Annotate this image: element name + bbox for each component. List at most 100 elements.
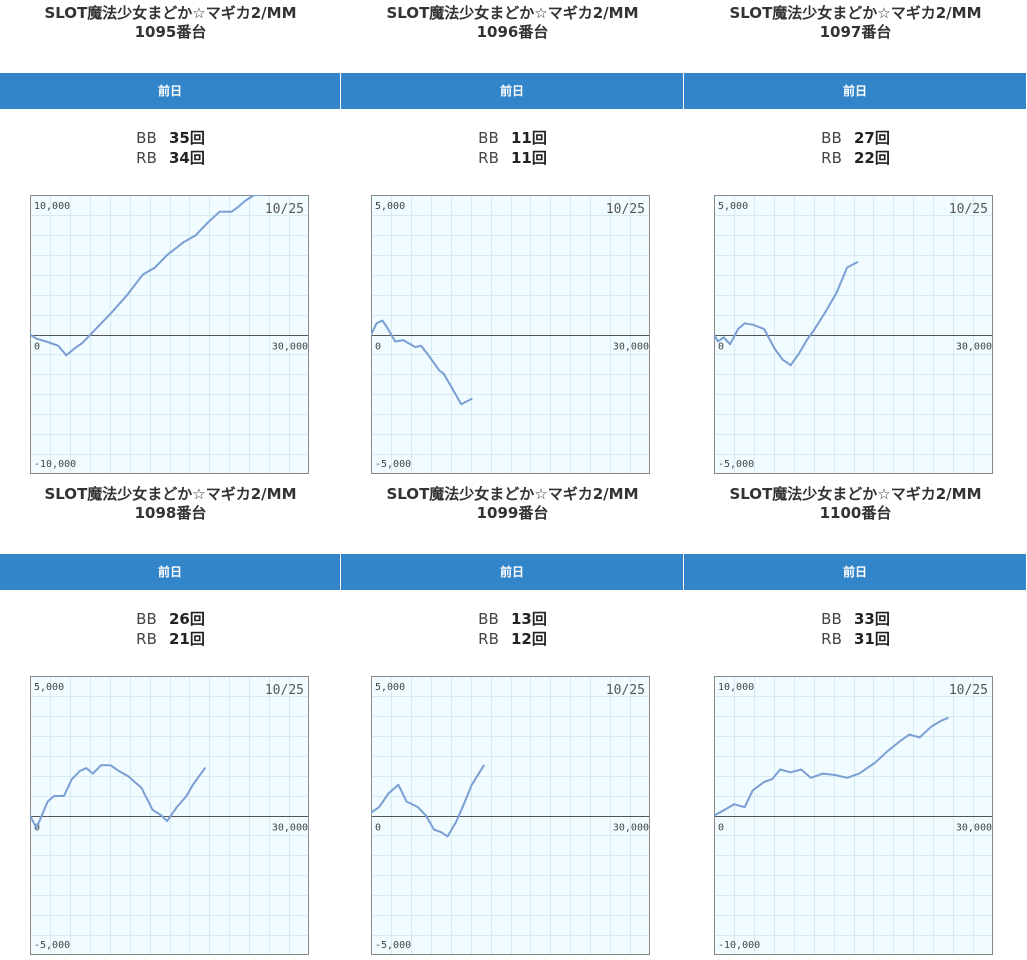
bb-unit: 回: [531, 610, 547, 628]
rb-unit: 回: [874, 630, 890, 648]
data-point: [73, 347, 76, 350]
rb-row: RB 21回: [0, 629, 341, 649]
bonus-stats: BB 13回 RB 12回: [341, 609, 684, 649]
machine-title[interactable]: SLOT魔法少女まどか☆マギカ2/MM 1096番台: [341, 0, 684, 42]
slump-chart: 10,000 -10,000 0 30,000 10/25: [714, 676, 993, 955]
data-point: [387, 792, 390, 794]
bb-label: BB: [478, 610, 499, 628]
data-point: [918, 736, 921, 739]
data-point: [733, 803, 735, 806]
machine-title[interactable]: SLOT魔法少女まどか☆マギカ2/MM 1095番台: [0, 0, 341, 42]
rb-row: RB 12回: [341, 629, 684, 649]
data-point: [405, 800, 408, 803]
plot-area: [371, 676, 650, 955]
bb-unit: 回: [874, 129, 890, 147]
machine-number: 1100番台: [819, 504, 892, 522]
x-tick-label: 0: [375, 342, 381, 353]
machine-panel: SLOT魔法少女まどか☆マギカ2/MM 1096番台 前日 BB 11回 RB …: [341, 0, 684, 481]
data-point: [176, 806, 178, 808]
tab-previous-day[interactable]: 前日: [0, 73, 340, 109]
tab-previous-day[interactable]: 前日: [0, 554, 340, 590]
data-point: [371, 811, 372, 814]
slump-chart: 5,000 -5,000 0 30,000 10/25: [714, 195, 993, 474]
data-point: [192, 784, 194, 786]
data-point: [779, 768, 781, 771]
data-point: [940, 719, 943, 722]
bb-count: 26: [168, 610, 190, 628]
data-point: [402, 339, 405, 341]
x-tick-label: 30,000: [272, 342, 308, 353]
bb-label: BB: [478, 129, 499, 147]
bonus-stats: BB 27回 RB 22回: [684, 128, 1027, 168]
data-point: [371, 333, 372, 336]
machine-title[interactable]: SLOT魔法少女まどか☆マギカ2/MM 1098番台: [0, 481, 341, 523]
series-line: [371, 319, 473, 406]
machine-number: 1099番台: [476, 504, 549, 522]
x-tick-label: 30,000: [272, 823, 308, 834]
data-point: [417, 806, 419, 808]
data-point: [394, 340, 396, 343]
machine-panel: SLOT魔法少女まどか☆マギカ2/MM 1099番台 前日 BB 13回 RB …: [341, 481, 684, 960]
rb-unit: 回: [874, 149, 890, 167]
data-point: [414, 346, 417, 348]
data-point: [898, 740, 901, 743]
data-point: [743, 806, 746, 808]
machine-panel: SLOT魔法少女まどか☆マギカ2/MM 1100番台 前日 BB 33回 RB …: [684, 481, 1027, 960]
data-point: [92, 772, 94, 775]
machine-number: 1097番台: [819, 23, 892, 41]
data-point: [800, 768, 802, 771]
tab-previous-day[interactable]: 前日: [684, 73, 1026, 109]
machine-name: SLOT魔法少女まどか☆マギカ2/MM: [44, 4, 297, 22]
data-point: [218, 210, 221, 213]
data-point: [426, 353, 429, 355]
data-point: [442, 372, 445, 375]
tab-previous-day[interactable]: 前日: [341, 73, 683, 109]
machine-panel: SLOT魔法少女まどか☆マギカ2/MM 1097番台 前日 BB 27回 RB …: [684, 0, 1027, 481]
machine-number: 1095番台: [134, 23, 207, 41]
rb-row: RB 31回: [684, 629, 1027, 649]
data-point: [375, 322, 378, 325]
data-point: [908, 733, 910, 736]
rb-label: RB: [821, 630, 842, 648]
bb-count: 33: [853, 610, 875, 628]
data-point: [781, 358, 784, 361]
plot-area: [30, 676, 309, 955]
data-point: [846, 266, 848, 269]
data-point: [63, 795, 65, 797]
data-point: [834, 774, 836, 776]
bb-unit: 回: [531, 129, 547, 147]
bb-count: 13: [510, 610, 532, 628]
bonus-stats: BB 26回 RB 21回: [0, 609, 341, 649]
machine-panel: SLOT魔法少女まどか☆マギカ2/MM 1098番台 前日 BB 26回 RB …: [0, 481, 341, 960]
rb-count: 21: [168, 630, 190, 648]
x-tick-label: 0: [375, 823, 381, 834]
chart-date: 10/25: [606, 202, 645, 217]
tab-previous-day[interactable]: 前日: [341, 554, 683, 590]
data-point: [381, 319, 384, 322]
data-point: [714, 333, 715, 336]
data-point: [420, 344, 422, 347]
data-point: [35, 337, 38, 340]
data-point: [824, 311, 827, 313]
data-point: [471, 397, 473, 400]
data-point: [378, 806, 380, 808]
machine-title[interactable]: SLOT魔法少女まどか☆マギカ2/MM 1097番台: [684, 0, 1027, 42]
x-tick-label: 0: [718, 342, 724, 353]
data-point: [185, 795, 188, 797]
plot-area: [714, 195, 993, 474]
bb-row: BB 27回: [684, 128, 1027, 148]
slump-chart: 5,000 -5,000 0 30,000 10/25: [371, 676, 650, 955]
bb-label: BB: [821, 610, 842, 628]
rb-count: 12: [510, 630, 532, 648]
tab-previous-day[interactable]: 前日: [684, 554, 1026, 590]
machine-title[interactable]: SLOT魔法少女まどか☆マギカ2/MM 1099番台: [341, 481, 684, 523]
machine-title[interactable]: SLOT魔法少女まどか☆マギカ2/MM 1100番台: [684, 481, 1027, 523]
y-max-label: 10,000: [718, 682, 754, 693]
machine-name: SLOT魔法少女まどか☆マギカ2/MM: [386, 4, 639, 22]
data-point: [722, 336, 725, 339]
data-point: [182, 241, 185, 244]
data-point: [126, 294, 128, 297]
data-point: [452, 389, 455, 392]
bb-row: BB 33回: [684, 609, 1027, 629]
